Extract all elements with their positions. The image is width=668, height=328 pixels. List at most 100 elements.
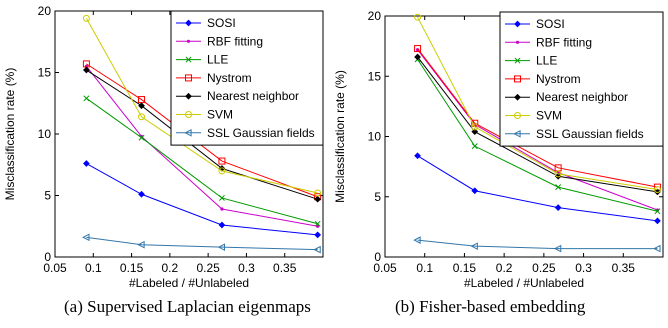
x-tick-label: 0.35 (612, 261, 636, 275)
chart-panel-a: 0.05 0.1 0.15 0.2 0.25 0.3 0.35 0 5 10 15 20 #Labele… (3, 4, 324, 290)
x-tick-label: 0.35 (273, 261, 297, 275)
caption-a: (a) Supervised Laplacian eigenmaps (64, 297, 311, 316)
x-tick-label: 0.1 (85, 261, 102, 275)
data-point (413, 236, 421, 244)
legend-marker (514, 20, 521, 28)
series-line (86, 236, 318, 251)
y-tick-label: 0 (44, 250, 51, 264)
legend-label: Nystrom (536, 72, 581, 86)
y-tick-label: 15 (38, 66, 52, 80)
legend-marker (185, 111, 192, 118)
data-point (313, 245, 321, 254)
data-point (314, 220, 321, 227)
data-point (653, 244, 661, 253)
legend-entry-nystrom: Nystrom (505, 72, 581, 86)
legend-entry-svm: SVM (176, 108, 233, 122)
series-nearest-neighbor (414, 53, 661, 196)
legend-label: SSL Gaussian fields (536, 127, 644, 141)
data-point (138, 113, 146, 121)
series-line (417, 49, 658, 211)
data-point (653, 186, 661, 194)
data-point (138, 134, 145, 141)
legend-marker (184, 128, 192, 137)
legend-entry-lle: LLE (176, 53, 228, 67)
legend-entry-svm: SVM (505, 109, 562, 123)
y-axis-label: Misclassification rate (%) (333, 70, 347, 203)
x-tick-label: 0.15 (120, 261, 144, 275)
legend-label: SOSI (536, 17, 565, 31)
data-point (654, 208, 661, 215)
data-point (220, 207, 224, 211)
series-line (86, 66, 318, 227)
legend-marker (514, 75, 521, 83)
legend-marker (514, 93, 521, 101)
legend-label: Nystrom (207, 71, 252, 85)
caption-b: (b) Fisher-based embedding (395, 297, 586, 316)
legend-label: Nearest neighbor (207, 89, 299, 103)
legend-marker (185, 92, 192, 100)
data-point (316, 224, 320, 228)
y-tick-label: 15 (368, 69, 382, 83)
x-tick-label: 0.25 (532, 261, 556, 275)
data-point (553, 244, 562, 253)
series-line (417, 59, 658, 212)
data-point (414, 13, 422, 21)
x-tick-label: 0.2 (496, 261, 513, 275)
series-sosi (414, 152, 661, 225)
series-ssl-gaussian-fields (82, 233, 321, 254)
legend-marker (514, 57, 521, 64)
series-line (417, 239, 658, 250)
data-point (83, 95, 90, 102)
series-svm (414, 13, 661, 194)
legend-entry-nearest-neighbor: Nearest neighbor (505, 90, 628, 104)
y-tick-label: 5 (44, 189, 51, 203)
legend-label: SOSI (207, 16, 236, 30)
legend-entry-nystrom: Nystrom (176, 71, 252, 85)
x-tick-label: 0.1 (416, 261, 433, 275)
y-tick-label: 10 (38, 127, 52, 141)
series-line (417, 155, 658, 222)
legend-label: LLE (536, 54, 557, 68)
data-point (218, 221, 226, 229)
y-axis-label: Misclassification rate (%) (3, 68, 17, 201)
legend-marker (513, 129, 521, 138)
data-point (314, 231, 322, 239)
series-line (417, 56, 658, 193)
data-point (470, 242, 478, 250)
data-point (217, 243, 226, 251)
legend: SOSI RBF fitting LLE Nystrom Nearest neighbo… (170, 10, 324, 146)
data-point (654, 188, 661, 196)
legend-entry-rbf-fitting: RBF fitting (505, 35, 592, 49)
data-point (554, 170, 562, 178)
data-point (555, 184, 562, 191)
data-point (83, 160, 90, 167)
data-point (218, 167, 226, 175)
data-point (414, 53, 421, 61)
x-tick-label: 0.05 (43, 261, 67, 275)
data-point (414, 152, 421, 160)
x-tick-label: 0.25 (196, 261, 220, 275)
legend-label: LLE (207, 53, 228, 67)
x-tick-label: 0.15 (453, 261, 477, 275)
series-line (417, 16, 658, 191)
legend-label: SVM (207, 108, 233, 122)
data-point (314, 195, 322, 203)
y-tick-label: 0 (374, 250, 381, 264)
legend-label: RBF fitting (207, 34, 263, 48)
data-point (314, 189, 322, 197)
data-point (218, 195, 225, 201)
series-ssl-gaussian-fields (413, 236, 661, 253)
y-tick-label: 20 (38, 4, 52, 18)
series-line (86, 163, 318, 236)
legend: SOSI RBF fitting LLE Nystrom Nearest neighbo… (499, 11, 664, 147)
data-point (414, 45, 422, 53)
data-point (218, 157, 226, 165)
y-tick-label: 20 (368, 9, 382, 23)
legend-label: RBF fitting (536, 35, 592, 49)
x-tick-label: 0.05 (373, 261, 397, 275)
data-point (137, 240, 145, 249)
data-point (138, 102, 145, 110)
data-point (83, 66, 90, 74)
legend-entry-rbf-fitting: RBF fitting (176, 34, 263, 48)
